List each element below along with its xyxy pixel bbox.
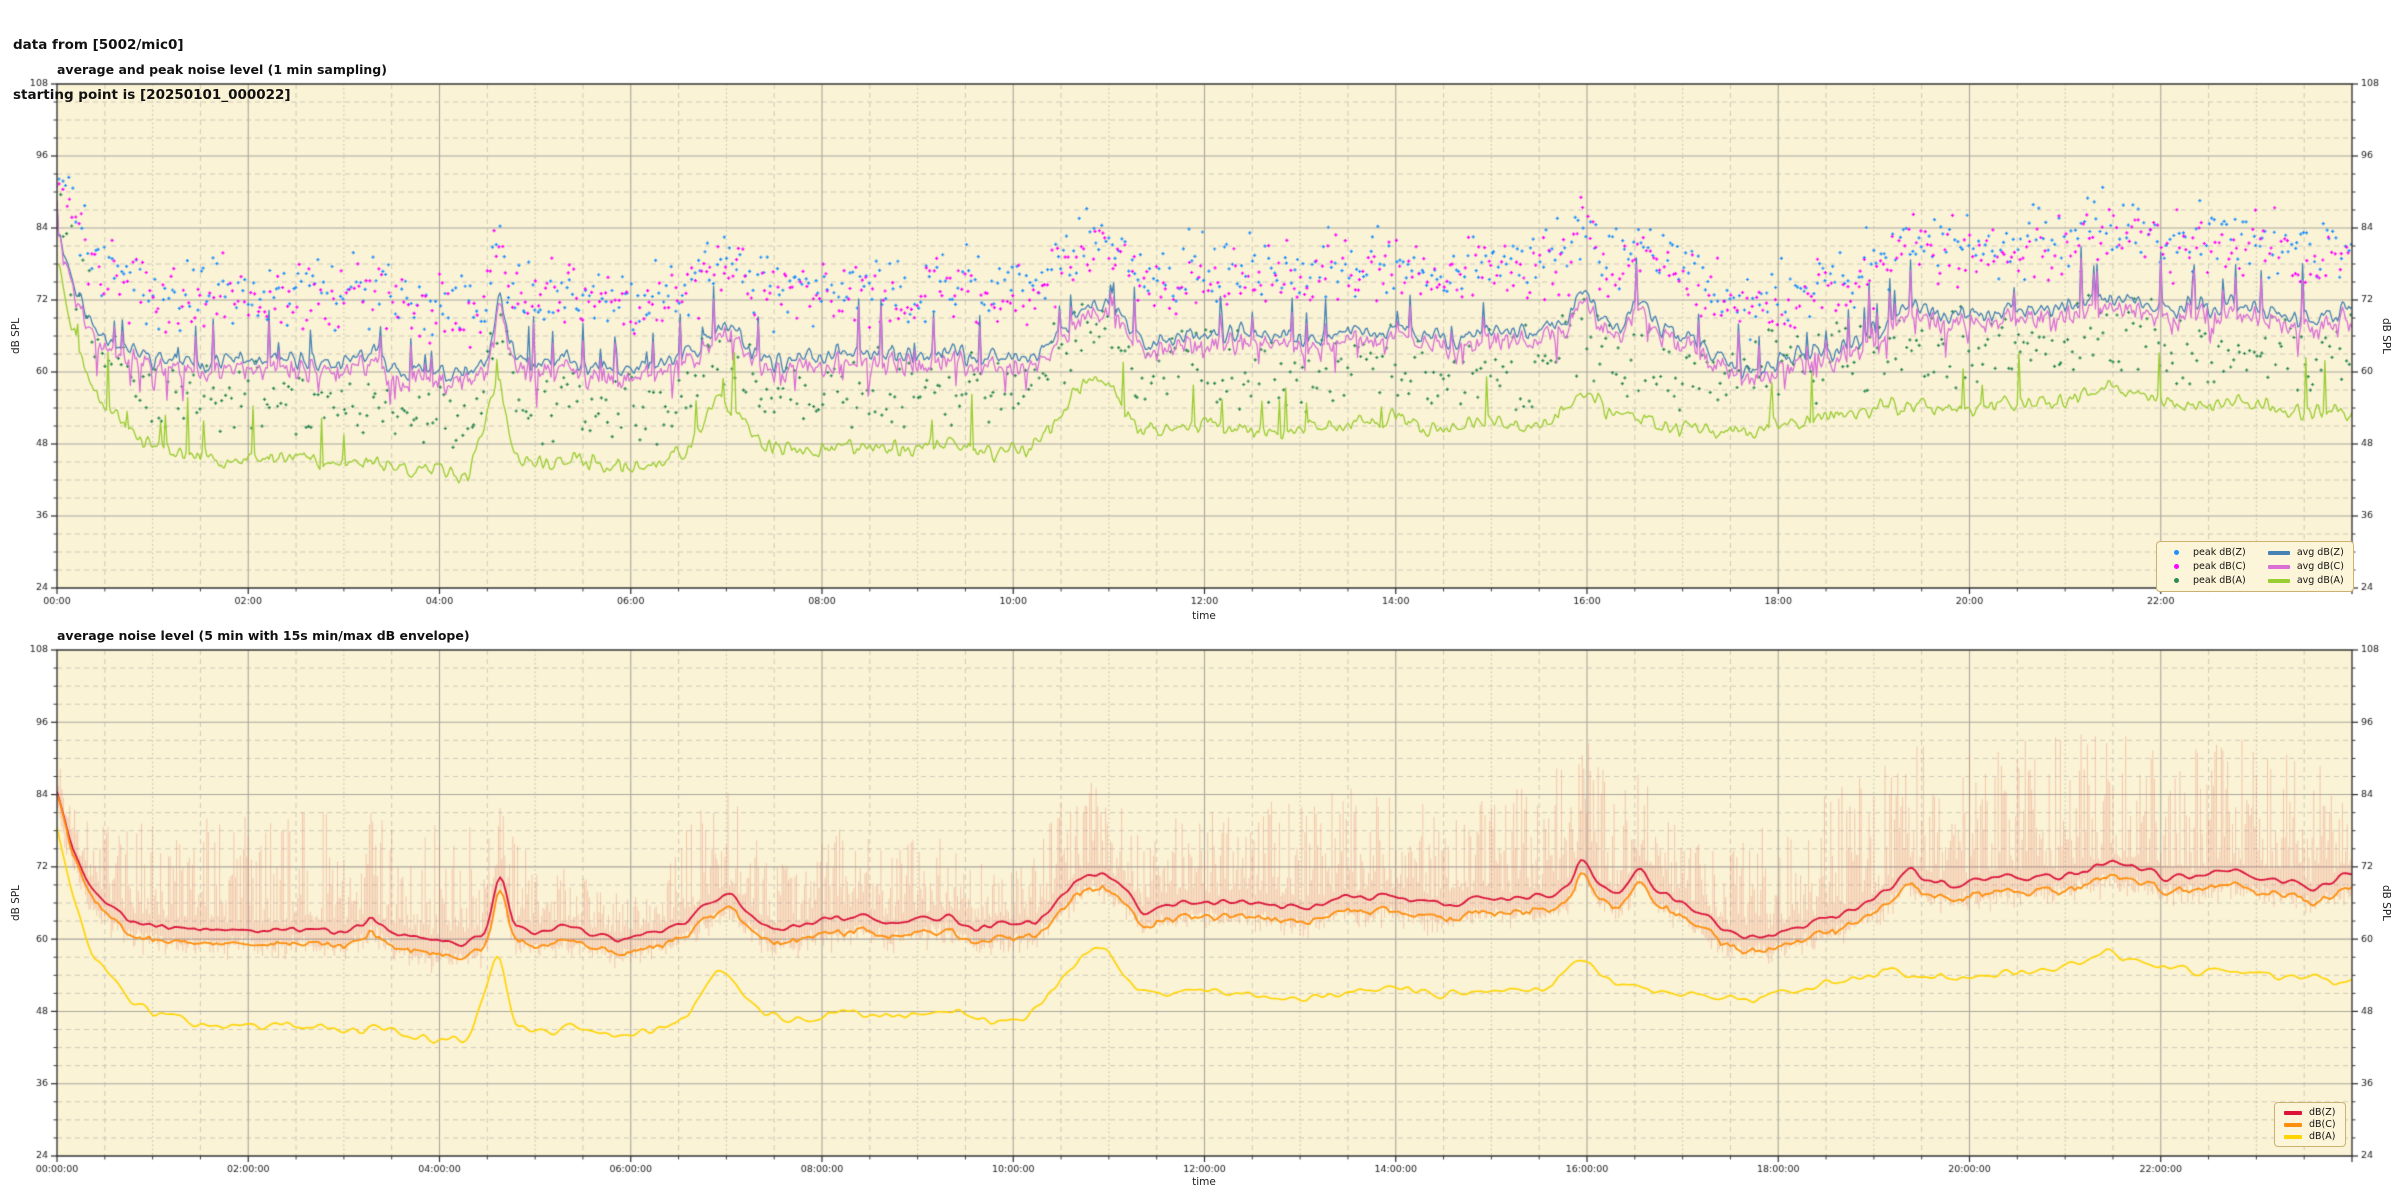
line-marker-icon xyxy=(2284,1110,2302,1115)
line-marker-icon xyxy=(2284,1122,2302,1127)
line-marker-icon xyxy=(2267,564,2290,569)
legend-item-dbz: dB(Z) xyxy=(2284,1107,2336,1118)
line-marker-icon xyxy=(2267,550,2290,555)
legend-label: peak dB(C) xyxy=(2193,561,2246,572)
legend-item-dbc: dB(C) xyxy=(2284,1119,2336,1130)
figure-header: data from [5002/mic0] starting point is … xyxy=(13,4,291,120)
legend-item-dba: dB(A) xyxy=(2284,1131,2336,1142)
bottom-chart-xlabel: time xyxy=(1192,1176,1216,1188)
legend-item-avg-dbc: avg dB(C) xyxy=(2267,561,2344,572)
legend-item-avg-dbz: avg dB(Z) xyxy=(2267,547,2344,558)
legend-item-peak-dba: peak dB(A) xyxy=(2166,575,2246,586)
bottom-chart-legend: dB(Z) dB(C) dB(A) xyxy=(2274,1102,2346,1147)
legend-label: dB(A) xyxy=(2309,1131,2336,1142)
top-chart-ylabel-right: dB SPL xyxy=(2380,317,2392,355)
top-chart-legend: peak dB(Z) peak dB(C) peak dB(A) avg dB(… xyxy=(2156,541,2354,592)
bottom-chart-ylabel-right: dB SPL xyxy=(2380,884,2392,922)
header-starting-point: starting point is [20250101_000022] xyxy=(13,86,291,103)
bottom-chart-title: average noise level (5 min with 15s min/… xyxy=(57,628,470,643)
line-marker-icon xyxy=(2284,1134,2302,1139)
legend-item-avg-dba: avg dB(A) xyxy=(2267,575,2344,586)
header-data-source: data from [5002/mic0] xyxy=(13,37,184,53)
legend-label: avg dB(Z) xyxy=(2296,547,2344,558)
legend-item-peak-dbc: peak dB(C) xyxy=(2166,561,2246,572)
legend-item-peak-dbz: peak dB(Z) xyxy=(2166,547,2246,558)
line-marker-icon xyxy=(2267,578,2290,583)
legend-label: peak dB(A) xyxy=(2193,575,2246,586)
top-chart-title: average and peak noise level (1 min samp… xyxy=(57,62,387,77)
legend-label: peak dB(Z) xyxy=(2193,547,2246,558)
legend-label: dB(C) xyxy=(2309,1119,2336,1130)
top-chart-ylabel-left: dB SPL xyxy=(10,317,22,355)
legend-label: avg dB(C) xyxy=(2296,561,2344,572)
bottom-chart-ylabel-left: dB SPL xyxy=(10,884,22,922)
top-chart-xlabel: time xyxy=(1192,610,1216,622)
legend-label: avg dB(A) xyxy=(2296,575,2344,586)
scatter-marker-icon xyxy=(2166,550,2186,555)
scatter-marker-icon xyxy=(2166,578,2186,583)
scatter-marker-icon xyxy=(2166,564,2186,569)
legend-label: dB(Z) xyxy=(2309,1107,2336,1118)
